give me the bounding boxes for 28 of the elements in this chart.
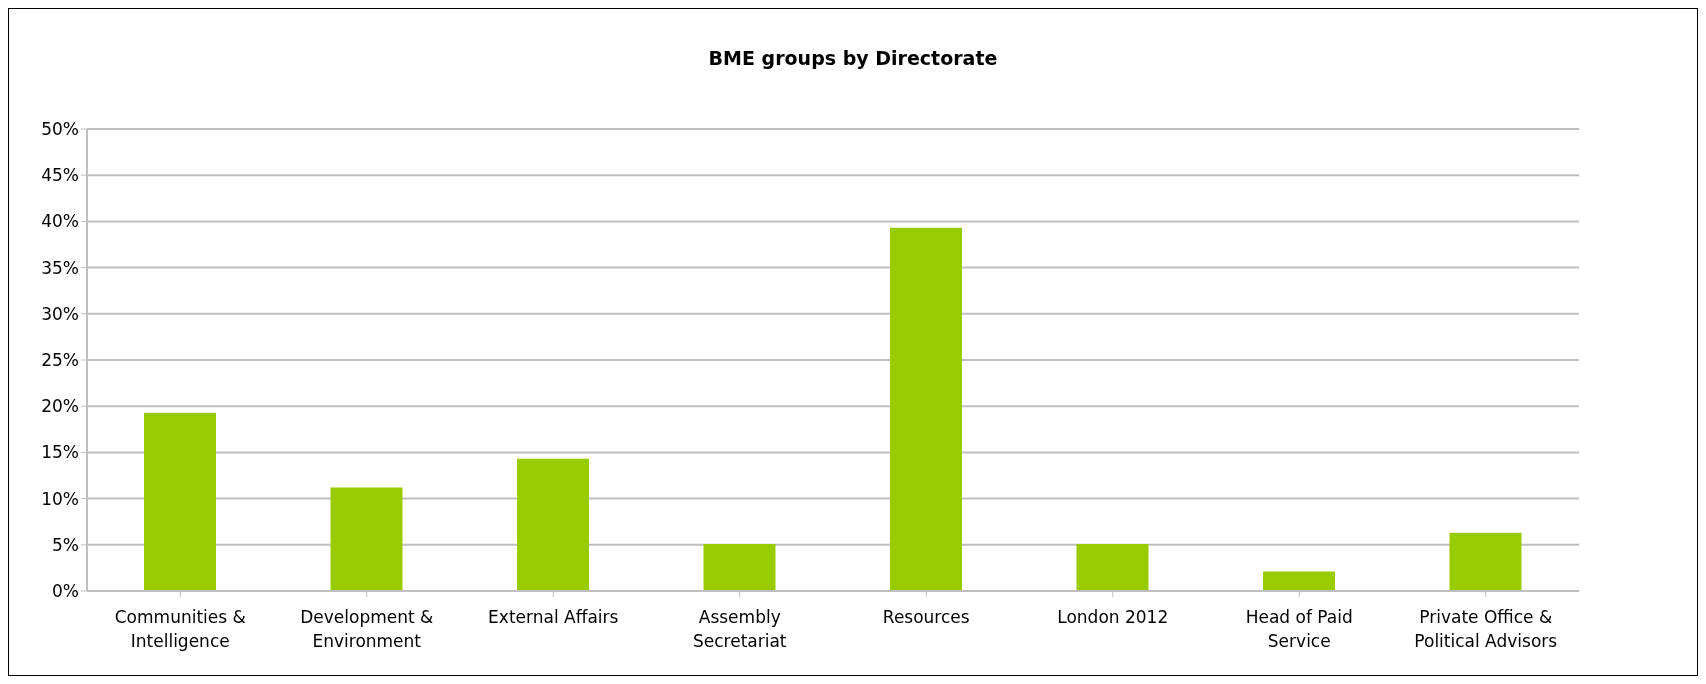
bar <box>144 412 216 591</box>
bar <box>1076 543 1149 591</box>
y-tick-label: 35% <box>41 257 79 278</box>
bar <box>703 543 776 591</box>
y-tick-label: 10% <box>41 488 79 509</box>
x-tick-label: Private Office & Political Advisors <box>1414 607 1558 651</box>
bar <box>330 487 403 591</box>
bar <box>890 227 962 591</box>
y-tick-label: 15% <box>41 442 79 463</box>
y-tick-label: 0% <box>52 581 79 602</box>
y-tick-label: 45% <box>41 165 79 186</box>
x-tick-label: Head of Paid Service <box>1245 607 1353 651</box>
x-tick-label: Assembly Secretariat <box>692 607 787 651</box>
y-tick-label: 30% <box>41 303 79 324</box>
x-tick-label: Resources <box>882 607 970 627</box>
bar <box>1263 571 1335 591</box>
y-tick-label: 20% <box>41 396 79 417</box>
y-tick-label: 5% <box>52 534 79 555</box>
x-tick-label: London 2012 <box>1057 607 1169 627</box>
x-tick-label: Development & Environment <box>300 607 434 651</box>
chart-title: BME groups by Directorate <box>707 47 999 69</box>
y-tick-label: 25% <box>41 350 79 371</box>
bar <box>517 458 589 591</box>
x-tick-label: External Affairs <box>488 607 619 627</box>
x-tick-label: Communities & Intelligence <box>114 607 246 651</box>
bar <box>1449 532 1522 591</box>
y-tick-label: 40% <box>41 211 79 232</box>
y-tick-label: 50% <box>41 119 79 140</box>
